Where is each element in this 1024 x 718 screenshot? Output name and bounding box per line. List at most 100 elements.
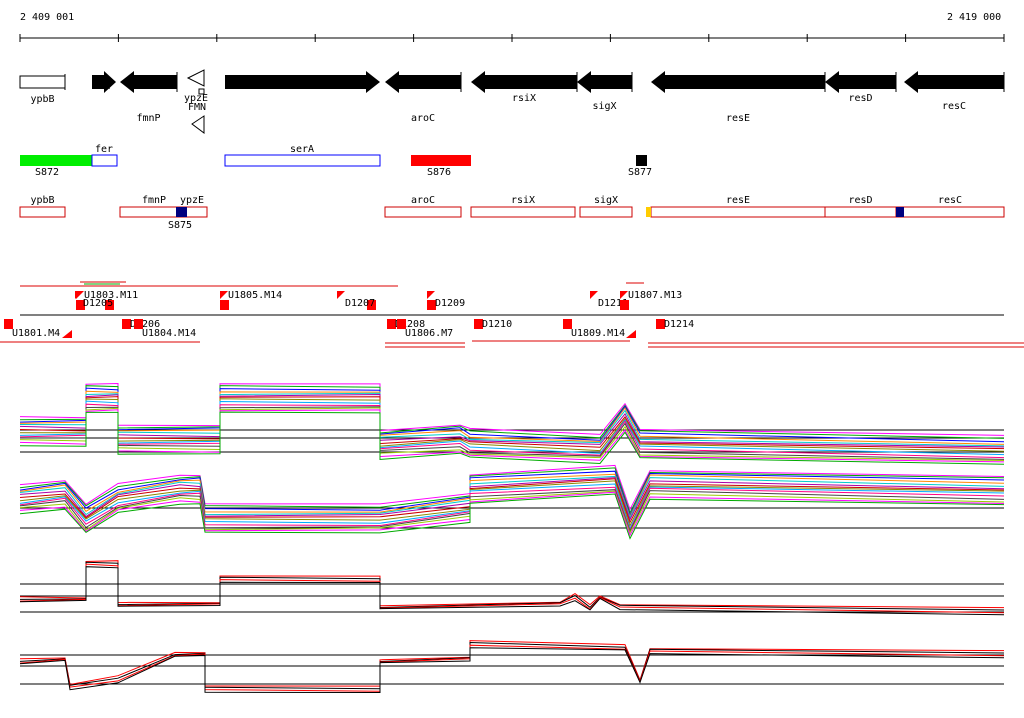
segment-label: sigX [594,195,618,206]
gene-aroC[interactable]: aroC [385,71,462,124]
profile-curve [19,411,1005,465]
profile-curve [19,396,1005,450]
segment-label: serA [290,144,314,155]
profile-curve [19,390,1005,445]
coordinate-axis [19,34,1005,42]
segment-label: S872 [35,167,59,178]
gene-sigX[interactable]: sigX [577,71,633,112]
transcript-label: U1803.M11 [84,290,138,301]
segment-bar [579,206,633,218]
transcript-label: U1804.M14 [142,328,196,339]
gene-label: rsiX [512,93,536,104]
segment-bar [895,206,1005,218]
transcript-U1801.M4[interactable]: U1801.M4 [4,319,60,339]
transcript-label: U1801.M4 [12,328,60,339]
gene-ypzE[interactable]: ypzE [184,93,208,104]
gene-label: ypzE [184,93,208,104]
gene-resE[interactable]: resE [651,71,826,124]
gene-resD[interactable]: resD [825,71,897,104]
gene-label: fer [95,81,113,92]
marker-box [646,207,651,217]
profile-curve [19,385,1005,439]
axis-ticks [19,34,1005,42]
transcript-box [122,319,131,329]
gene-resC[interactable]: resC [904,71,1005,112]
segment-sigX[interactable]: sigX [579,195,633,218]
gene-serA[interactable]: serA [225,71,380,93]
profile-panel-4 [19,640,1005,694]
segment-bar [19,206,66,218]
profile-curve [19,486,1005,532]
gene-label: ypbB [30,94,54,105]
transcript-U1806.M7[interactable]: U1806.M7 [397,319,453,339]
segment-S872[interactable]: S872 [20,155,92,178]
profile-curve [19,407,1005,461]
transcript-label: D1207 [345,298,375,309]
transcript-flag [62,330,72,338]
segment-fer[interactable]: fer [91,144,118,167]
gene-label: serA [290,81,314,92]
transcript-flag [626,330,636,338]
transcript-flag [337,291,345,299]
segment-markers: S875 [168,207,904,231]
transcript-flag [75,291,83,299]
gene-rsiX[interactable]: rsiX [471,71,578,104]
profile-curve [19,409,1005,463]
segment-resD[interactable]: resD [824,195,897,218]
transcript-box [563,319,572,329]
gene-arrow [385,71,461,93]
transcript-box [367,300,376,310]
segment-bar [636,155,647,166]
segment-aroC[interactable]: aroC [384,195,462,218]
segment-label: fer [95,144,113,155]
profile-curve [19,478,1005,524]
gene-label: sigX [592,101,616,112]
transcript-D1209[interactable]: D1209 [427,291,465,310]
segment-bar [824,206,897,218]
transcript-U1804.M14[interactable]: U1804.M14 [134,319,196,339]
segment-resE[interactable]: resE [650,195,826,218]
transcript-D1214[interactable]: D1214 [656,319,694,330]
transcript-U1807.M13[interactable]: U1807.M13 [620,290,682,310]
profile-curve [19,464,1005,511]
transcript-box [4,319,13,329]
transcript-box [134,319,143,329]
axis-end-label: 2 419 000 [947,12,1002,23]
transcript-D1210[interactable]: D1210 [474,319,512,330]
segment-S876[interactable]: S876 [411,155,471,178]
segment-bar [650,206,826,218]
gene-arrow [92,71,116,93]
transcript-D1207[interactable]: D1207 [337,291,376,310]
transcript-D1206[interactable]: D1206 [122,319,160,330]
segment-bar [20,155,92,166]
transcript-box [656,319,665,329]
transcript-label: D1210 [482,319,512,330]
segment-resC[interactable]: resC [895,195,1005,218]
transcript-U1809.M14[interactable]: U1809.M14 [563,319,625,339]
segment-ypbB[interactable]: ypbB [19,195,66,218]
profile-curve [19,491,1005,537]
transcript-D1205[interactable]: D1205 [75,291,114,310]
transcript-box [620,300,629,310]
segment-serA[interactable]: serA [224,144,381,167]
profile-curve [19,640,1005,687]
profile-curve [19,493,1005,540]
transcript-U1805.M14[interactable]: U1805.M14 [220,290,282,310]
transcript-D1208[interactable]: D1208 [387,319,425,330]
gene-fmnP[interactable]: fmnP [120,71,178,124]
segment-S877[interactable]: S877 [628,155,652,178]
profile-curve [19,392,1005,447]
gene-arrow [577,71,632,93]
transcript-flag [427,291,435,299]
transcript-flag [620,291,628,299]
profile-curve [19,393,1005,448]
gene-ypbB[interactable]: ypbB [19,74,66,105]
gene-fer[interactable]: fer [92,71,116,93]
segment-rsiX[interactable]: rsiX [470,195,576,218]
transcript-box [427,300,436,310]
segment-label: ypzE [180,195,204,206]
riboswitch-fmn[interactable]: FMN [186,69,206,134]
transcript-label: U1805.M14 [228,290,282,301]
